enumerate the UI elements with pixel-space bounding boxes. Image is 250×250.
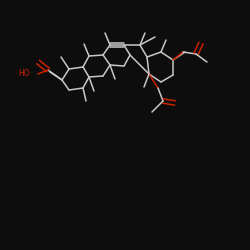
Text: HO: HO: [18, 70, 30, 78]
